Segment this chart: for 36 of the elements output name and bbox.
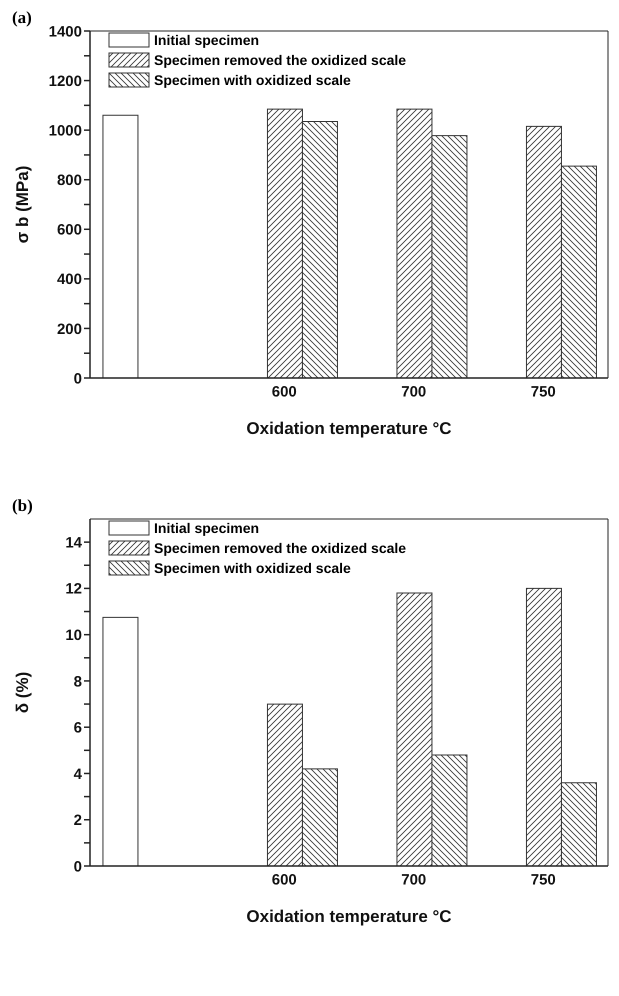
chart-title: (a) [12, 8, 32, 28]
y-tick-label: 0 [74, 370, 82, 388]
y-axis-title: σ b (MPa) [13, 166, 32, 244]
x-tick-label: 750 [530, 384, 556, 401]
y-tick-label: 1000 [48, 122, 82, 140]
y-tick-label: 600 [56, 222, 82, 239]
legend-label: Specimen removed the oxidized scale [154, 539, 406, 558]
legend-label: Specimen with oxidized scale [154, 71, 351, 90]
x-tick-label: 700 [401, 872, 426, 889]
y-tick-label: 0 [74, 858, 82, 876]
y-tick-label: 14 [65, 534, 83, 552]
y-tick-label: 1200 [48, 72, 82, 90]
y-tick-label: 400 [56, 271, 82, 288]
legend-label: Initial specimen [154, 31, 260, 50]
y-tick-label: 200 [56, 320, 82, 338]
x-tick-label: 700 [401, 384, 426, 401]
y-tick-label: 1400 [48, 23, 82, 40]
legend-label: Specimen with oxidized scale [154, 559, 351, 578]
bar [102, 616, 138, 866]
y-tick-label: 6 [74, 720, 82, 737]
chart-title: (b) [12, 496, 33, 516]
y-tick-label: 10 [65, 626, 82, 644]
legend-label: Initial specimen [154, 519, 260, 538]
x-axis-title: Oxidation temperature °C [246, 907, 452, 926]
y-tick-label: 2 [74, 812, 82, 830]
y-tick-label: 800 [56, 172, 82, 190]
x-tick-label: 600 [272, 872, 297, 889]
x-axis-title: Oxidation temperature °C [246, 419, 452, 438]
bar [102, 114, 138, 378]
y-tick-label: 4 [74, 766, 83, 783]
y-tick-label: 12 [65, 580, 82, 598]
y-tick-label: 8 [74, 673, 82, 690]
x-tick-label: 750 [530, 872, 556, 889]
y-axis-title: δ (%) [13, 672, 32, 714]
legend-label: Specimen removed the oxidized scale [154, 51, 406, 70]
x-tick-label: 600 [272, 384, 297, 401]
